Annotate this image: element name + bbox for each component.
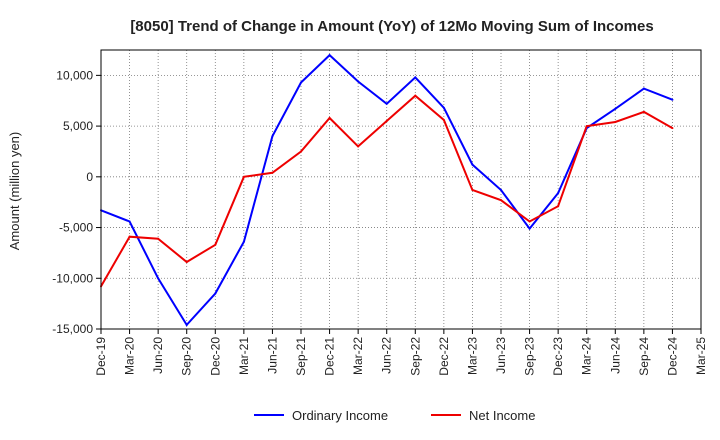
- x-tick-label: Mar-25: [694, 337, 708, 375]
- x-tick-label: Mar-24: [580, 337, 594, 375]
- data-point: [214, 292, 217, 295]
- x-tick-label: Sep-23: [523, 337, 537, 376]
- y-tick-label: -10,000: [52, 271, 93, 285]
- series-lines: [100, 53, 674, 327]
- data-point: [242, 240, 245, 243]
- data-point: [128, 220, 131, 223]
- x-tick-label: Mar-20: [123, 337, 137, 375]
- x-tick-label: Sep-24: [637, 337, 651, 376]
- data-point: [214, 243, 217, 246]
- data-point: [557, 205, 560, 208]
- x-tick-label: Jun-20: [151, 337, 165, 374]
- data-point: [442, 106, 445, 109]
- data-point: [300, 81, 302, 84]
- y-tick-label: -5,000: [59, 221, 93, 235]
- data-point: [157, 237, 160, 240]
- data-point: [500, 199, 502, 202]
- data-point: [300, 150, 302, 153]
- data-point: [128, 235, 131, 238]
- data-point: [385, 102, 388, 105]
- chart-title: [8050] Trend of Change in Amount (YoY) o…: [130, 18, 653, 35]
- x-tick-label: Sep-20: [180, 337, 194, 376]
- data-point: [328, 116, 331, 119]
- data-point: [671, 127, 674, 130]
- data-point: [642, 87, 645, 90]
- x-tick-label: Dec-21: [323, 337, 337, 376]
- plot-frame: [100, 49, 702, 330]
- data-point: [585, 125, 588, 128]
- grid: [101, 50, 701, 329]
- data-point: [357, 80, 360, 83]
- data-point: [414, 94, 417, 97]
- x-tick-label: Jun-23: [494, 337, 508, 374]
- data-point: [357, 145, 360, 148]
- x-tick-label: Dec-24: [665, 337, 679, 376]
- data-point: [471, 189, 474, 192]
- x-tick-label: Sep-21: [294, 337, 308, 376]
- data-point: [614, 107, 617, 110]
- x-tick-label: Dec-20: [208, 337, 222, 376]
- x-tick-label: Mar-22: [351, 337, 365, 375]
- y-axis-title: Amount (million yen): [7, 132, 22, 251]
- x-tick-label: Dec-22: [437, 337, 451, 376]
- data-point: [642, 110, 645, 113]
- data-point: [242, 175, 245, 178]
- data-point: [271, 171, 274, 174]
- data-point: [442, 119, 445, 122]
- legend-label: Net Income: [469, 408, 535, 423]
- legend: Ordinary Income Net Income: [254, 408, 535, 423]
- data-point: [557, 192, 560, 195]
- y-axis-ticks: -15,000 -10,000 -5,000 0 5,000 10,000: [52, 68, 101, 336]
- legend-label: Ordinary Income: [292, 408, 388, 423]
- x-tick-label: Sep-22: [408, 337, 422, 376]
- data-point: [614, 121, 617, 124]
- x-tick-label: Jun-21: [265, 337, 279, 374]
- data-point: [671, 98, 674, 101]
- data-point: [528, 220, 531, 223]
- y-tick-label: 0: [86, 170, 93, 184]
- data-point: [471, 163, 474, 166]
- data-point: [271, 135, 274, 138]
- x-tick-label: Dec-19: [94, 337, 108, 376]
- y-tick-label: -15,000: [52, 322, 93, 336]
- x-tick-label: Dec-23: [551, 337, 565, 376]
- data-point: [157, 277, 160, 280]
- data-point: [385, 120, 388, 123]
- x-tick-label: Mar-23: [465, 337, 479, 375]
- x-axis-ticks: Dec-19 Mar-20 Jun-20 Sep-20 Dec-20 Mar-21 Jun-…: [94, 329, 708, 376]
- y-tick-label: 10,000: [56, 68, 93, 82]
- x-tick-label: Mar-21: [237, 337, 251, 375]
- data-point: [528, 227, 531, 230]
- data-point: [500, 189, 502, 192]
- data-point: [185, 323, 188, 326]
- data-point: [185, 261, 188, 264]
- x-tick-label: Jun-24: [608, 337, 622, 374]
- y-tick-label: 5,000: [63, 119, 93, 133]
- x-tick-label: Jun-22: [380, 337, 394, 374]
- data-point: [414, 76, 417, 79]
- data-point: [328, 54, 331, 57]
